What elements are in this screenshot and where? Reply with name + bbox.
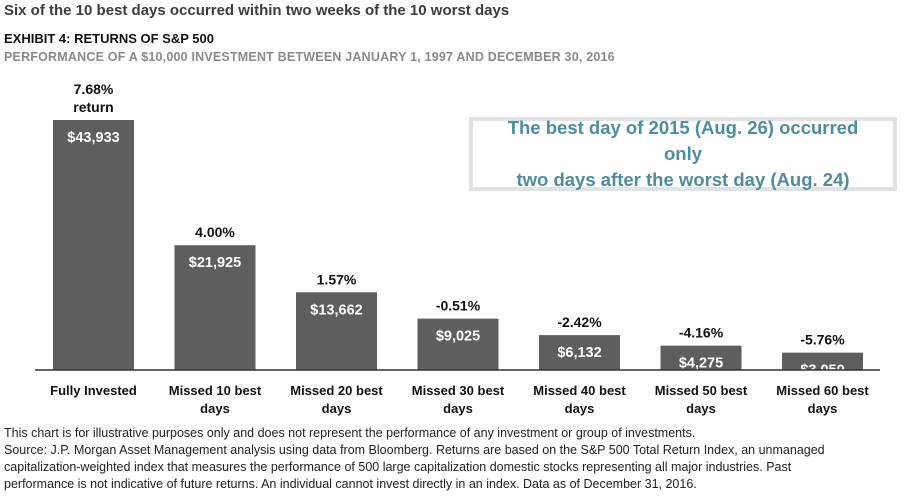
bar [660,345,742,370]
x-tick-label: Missed 20 best [290,383,383,398]
return-label: -4.16% [679,325,724,341]
callout-box: The best day of 2015 (Aug. 26) occurred … [469,117,897,191]
return-label: -5.76% [800,332,845,348]
x-tick-label: days [322,401,352,416]
x-tick-label: Missed 10 best [169,383,262,398]
footnote-line-1: This chart is for illustrative purposes … [4,426,696,440]
chart-title: EXHIBIT 4: RETURNS OF S&P 500 [4,31,214,46]
return-label: return [73,99,113,115]
footnote: This chart is for illustrative purposes … [4,425,904,493]
x-tick-label: Missed 50 best [655,383,748,398]
bar-value-label: $9,025 [436,329,480,345]
x-tick-label: days [443,401,473,416]
x-tick-label: days [200,401,230,416]
chart-subtitle: PERFORMANCE OF A $10,000 INVESTMENT BETW… [4,50,615,64]
bar [53,120,134,370]
return-label: 4.00% [195,224,235,240]
bar-chart: $43,933 7.68% return Fully Invested $21,925 4… [35,81,880,416]
footnote-line-4: performance is not indicative of future … [4,477,697,491]
callout-line-1: The best day of 2015 (Aug. 26) occurred … [507,117,859,164]
x-tick-label: Missed 60 best [776,383,869,398]
bar [539,335,620,370]
bar [296,292,377,370]
bar-value-label: $21,925 [189,255,241,271]
x-tick-label: Missed 30 best [412,383,505,398]
footnote-line-3: capitalization-weighted index that measu… [4,460,792,474]
return-label: 1.57% [317,271,357,287]
x-tick-label: Missed 40 best [533,383,626,398]
x-tick-label: Fully Invested [50,383,137,398]
x-tick-label: days [808,401,838,416]
footnote-line-2: Source: J.P. Morgan Asset Management ana… [4,443,825,457]
bar-value-label: $4,275 [679,356,723,372]
return-label: 7.68% [74,81,114,97]
bar [417,318,499,370]
x-tick-label: days [686,401,716,416]
bar [782,352,863,370]
page-headline: Six of the 10 best days occurred within … [4,2,510,19]
callout-line-2: two days after the worst day (Aug. 24) [516,169,850,190]
bar [174,245,256,370]
bar-value-label: $6,132 [557,345,601,361]
x-tick-label: days [565,401,595,416]
return-label: -2.42% [557,314,602,330]
return-label: -0.51% [436,298,481,314]
bar-value-label: $13,662 [310,302,362,318]
bar-value-label: $43,933 [67,130,119,146]
